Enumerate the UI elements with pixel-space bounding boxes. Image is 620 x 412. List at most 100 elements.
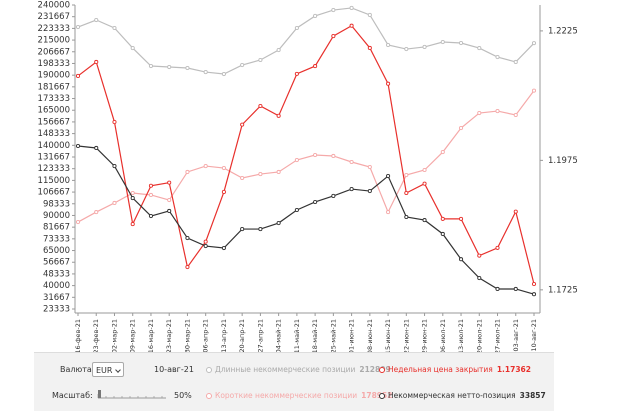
y-tick-label: 40000 xyxy=(43,281,70,291)
y-tick-label: 123333 xyxy=(38,164,70,174)
y-tick-label: 23333 xyxy=(43,305,70,315)
point xyxy=(458,40,464,46)
y-tick-label: 140000 xyxy=(38,141,70,151)
point xyxy=(386,173,391,179)
x-tick-label: 16-фев-21 xyxy=(74,319,82,352)
point xyxy=(167,197,172,203)
point xyxy=(112,200,117,206)
point xyxy=(367,165,372,170)
legend-item: Длинные некоммерческие позиции 212809 xyxy=(206,365,391,374)
point xyxy=(148,183,154,188)
point xyxy=(440,149,445,155)
point xyxy=(203,239,208,244)
point xyxy=(313,152,318,158)
point xyxy=(331,34,336,39)
point xyxy=(276,113,281,118)
x-tick-label: 22-июн-21 xyxy=(402,319,410,352)
point xyxy=(276,220,281,226)
point xyxy=(94,59,99,65)
point xyxy=(313,64,318,69)
point xyxy=(276,47,281,53)
point xyxy=(130,46,135,51)
x-tick-label: 08-июн-21 xyxy=(366,319,374,352)
y-tick-label: 181667 xyxy=(38,82,70,92)
point xyxy=(294,71,299,76)
x-tick-label: 29-июн-21 xyxy=(421,319,429,352)
point xyxy=(294,207,299,213)
y-tick-label: 131667 xyxy=(38,152,70,162)
point xyxy=(185,169,190,175)
legend-item: Короткие некоммерческие позиции 178952 xyxy=(206,391,392,400)
point xyxy=(422,181,427,186)
x-tick-label: 25-май-21 xyxy=(329,319,337,352)
series-line xyxy=(77,90,535,223)
y-tick-label: 31667 xyxy=(43,293,70,303)
legend-marker xyxy=(379,393,385,399)
point xyxy=(367,188,372,194)
point xyxy=(513,59,518,65)
scale-label: Масштаб: xyxy=(52,391,93,400)
legend-marker xyxy=(206,367,212,373)
legend-value: 33857 xyxy=(519,391,546,400)
point xyxy=(112,25,117,31)
point xyxy=(130,222,135,227)
date-label: 10-авг-21 xyxy=(154,365,194,374)
point xyxy=(94,210,99,215)
x-tick-label: 06-апр-21 xyxy=(202,319,210,352)
point xyxy=(221,245,226,251)
point xyxy=(386,210,391,215)
point xyxy=(185,65,190,71)
currency-select[interactable]: EUR xyxy=(92,362,124,377)
y-tick-label: 206667 xyxy=(38,47,70,57)
point xyxy=(94,17,99,23)
point xyxy=(349,5,354,10)
y2-tick-label: 1.1725 xyxy=(548,285,578,295)
point xyxy=(258,103,263,109)
point xyxy=(331,193,336,199)
legend-item: Недельная цена закрытия 1.17362 xyxy=(379,365,531,374)
scale-slider[interactable] xyxy=(96,389,168,401)
point xyxy=(258,227,263,232)
point xyxy=(495,286,500,292)
point xyxy=(477,46,482,51)
y2-tick-label: 1.2225 xyxy=(548,26,578,36)
legend-value: 178952 xyxy=(361,391,393,400)
point xyxy=(258,172,263,177)
y-tick-label: 115000 xyxy=(38,176,70,186)
y-tick-label: 198333 xyxy=(38,59,70,69)
point xyxy=(331,8,336,13)
point xyxy=(495,245,500,250)
point xyxy=(240,175,245,181)
point xyxy=(240,227,245,232)
point xyxy=(440,231,445,237)
point xyxy=(203,70,208,75)
point xyxy=(130,190,135,196)
x-tick-label: 13-апр-21 xyxy=(220,319,228,352)
legend-value: 212809 xyxy=(359,365,391,374)
legend-item: Некоммерческая нетто-позиция 33857 xyxy=(379,391,546,400)
point xyxy=(367,12,372,18)
point xyxy=(440,39,445,45)
point xyxy=(349,159,354,165)
x-tick-label: 23-мар-21 xyxy=(165,319,173,352)
y-tick-label: 90000 xyxy=(43,211,70,221)
point xyxy=(404,173,409,178)
y-tick-label: 165000 xyxy=(38,106,70,116)
series-line xyxy=(77,145,535,295)
point xyxy=(367,45,372,51)
x-tick-label: 11-май-21 xyxy=(293,319,301,352)
point xyxy=(531,88,537,93)
y-tick-label: 223333 xyxy=(38,24,70,34)
series-line xyxy=(77,24,535,285)
point xyxy=(185,265,190,270)
point xyxy=(112,119,117,125)
y-tick-label: 81667 xyxy=(43,223,70,233)
point xyxy=(221,189,226,195)
y-tick-label: 73333 xyxy=(43,234,70,244)
legend-value: 1.17362 xyxy=(496,365,531,374)
x-tick-label: 06-июл-21 xyxy=(439,319,447,352)
legend-label: Некоммерческая нетто-позиция xyxy=(388,391,516,400)
y-tick-label: 215000 xyxy=(38,36,70,46)
x-tick-label: 10-авг-21 xyxy=(530,319,538,351)
point xyxy=(112,164,117,169)
